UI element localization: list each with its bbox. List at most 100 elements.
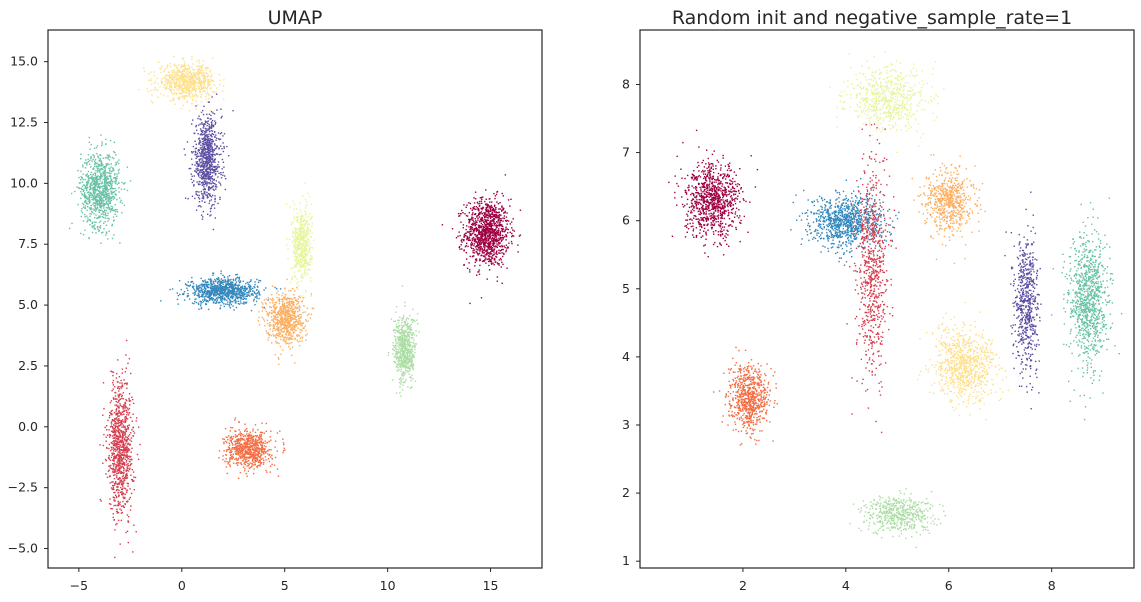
scatter-point xyxy=(484,247,486,249)
scatter-point xyxy=(482,228,484,230)
scatter-point xyxy=(304,262,306,265)
scatter-point xyxy=(190,280,193,283)
scatter-point xyxy=(113,209,115,211)
scatter-point xyxy=(464,213,466,215)
scatter-point xyxy=(298,242,301,244)
scatter-point xyxy=(100,174,102,177)
scatter-point xyxy=(471,228,473,231)
scatter-point xyxy=(475,223,478,226)
scatter-point xyxy=(216,186,218,188)
scatter-point xyxy=(159,86,161,88)
scatter-point xyxy=(107,220,109,222)
scatter-point xyxy=(116,173,118,175)
scatter-point xyxy=(465,244,467,247)
scatter-point xyxy=(209,176,211,178)
scatter-point xyxy=(230,284,232,286)
scatter-point xyxy=(499,222,501,224)
scatter-point xyxy=(166,84,169,86)
scatter-point xyxy=(493,205,496,207)
scatter-point xyxy=(191,58,193,61)
scatter-point xyxy=(116,209,118,211)
scatter-point xyxy=(90,192,92,194)
scatter-point xyxy=(192,99,194,101)
scatter-point xyxy=(478,200,481,203)
scatter-point xyxy=(196,65,198,68)
scatter-point xyxy=(498,208,500,210)
scatter-point xyxy=(92,180,94,182)
scatter-point xyxy=(476,207,479,209)
scatter-point xyxy=(298,248,301,251)
scatter-point xyxy=(501,224,503,226)
scatter-point xyxy=(223,147,225,149)
scatter-point xyxy=(207,162,209,164)
scatter-point xyxy=(233,309,235,311)
scatter-point xyxy=(489,213,491,216)
scatter-point xyxy=(493,223,496,226)
scatter-point xyxy=(104,203,106,206)
scatter-point xyxy=(470,226,473,228)
scatter-point xyxy=(503,212,505,214)
scatter-point xyxy=(95,162,97,165)
scatter-point xyxy=(300,252,302,254)
scatter-point xyxy=(94,206,96,208)
scatter-point xyxy=(94,198,97,200)
scatter-point xyxy=(178,80,180,82)
scatter-point xyxy=(296,263,298,266)
scatter-point xyxy=(195,170,197,172)
scatter-point xyxy=(201,177,204,179)
scatter-point xyxy=(459,235,461,237)
scatter-point xyxy=(224,290,227,292)
scatter-point xyxy=(96,145,99,147)
scatter-point xyxy=(96,196,98,198)
scatter-point xyxy=(165,74,167,76)
scatter-point xyxy=(503,217,506,220)
scatter-point xyxy=(85,162,87,164)
scatter-point xyxy=(91,180,93,183)
scatter-point xyxy=(90,166,92,168)
scatter-point xyxy=(475,220,477,222)
scatter-point xyxy=(459,248,461,250)
scatter-point xyxy=(194,77,197,79)
scatter-point xyxy=(232,291,234,293)
scatter-point xyxy=(204,132,207,134)
scatter-point xyxy=(112,177,115,179)
scatter-point xyxy=(240,294,242,297)
scatter-point xyxy=(115,181,117,183)
scatter-point xyxy=(297,270,299,273)
scatter-point xyxy=(485,233,488,235)
scatter-point xyxy=(295,216,298,218)
scatter-point xyxy=(87,158,89,160)
scatter-point xyxy=(85,181,88,184)
scatter-point xyxy=(186,92,188,94)
scatter-point xyxy=(241,294,244,296)
scatter-point xyxy=(93,213,95,215)
scatter-point xyxy=(495,224,498,226)
scatter-point xyxy=(175,94,177,96)
scatter-point xyxy=(195,81,198,83)
scatter-point xyxy=(491,239,493,242)
scatter-point xyxy=(94,190,96,192)
scatter-point xyxy=(115,179,117,182)
scatter-point xyxy=(471,209,473,211)
scatter-point xyxy=(472,207,474,209)
scatter-point xyxy=(237,300,239,303)
scatter-point xyxy=(102,211,104,213)
scatter-point xyxy=(197,285,200,287)
scatter-point xyxy=(188,285,191,287)
scatter-point xyxy=(183,148,185,150)
scatter-point xyxy=(177,89,179,92)
scatter-point xyxy=(205,283,208,285)
scatter-point xyxy=(98,221,101,224)
scatter-point xyxy=(302,277,304,279)
scatter-point xyxy=(300,261,302,264)
scatter-point xyxy=(250,309,253,312)
scatter-point xyxy=(109,200,111,203)
scatter-point xyxy=(206,150,209,152)
scatter-point xyxy=(501,229,503,232)
scatter-point xyxy=(302,276,304,278)
scatter-point xyxy=(96,178,98,181)
scatter-point xyxy=(202,299,204,301)
scatter-point xyxy=(488,242,490,244)
scatter-point xyxy=(107,192,109,195)
scatter-point xyxy=(303,259,306,261)
